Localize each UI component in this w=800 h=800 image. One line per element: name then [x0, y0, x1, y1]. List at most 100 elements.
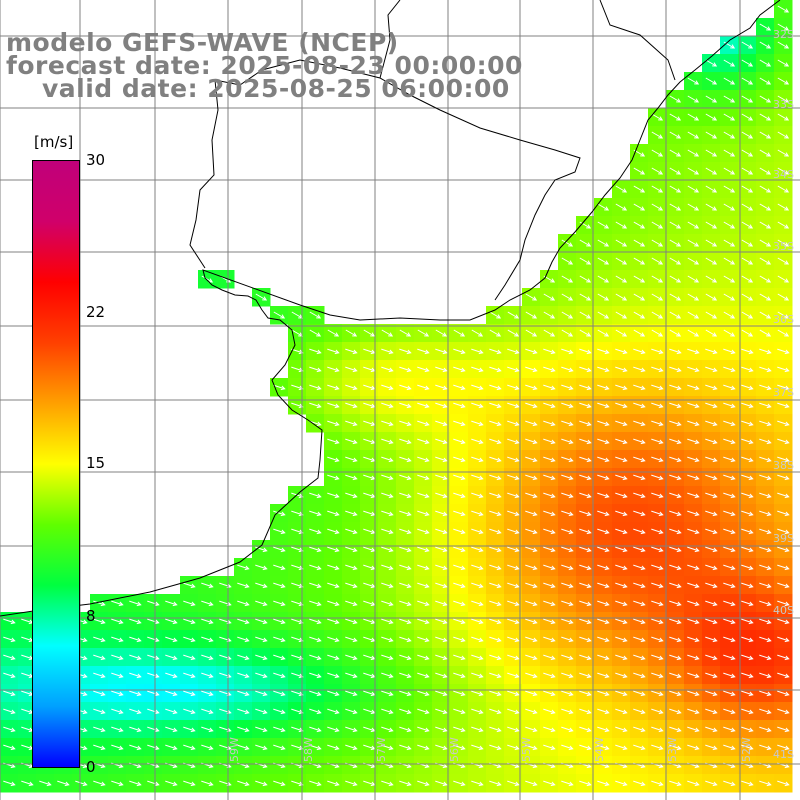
- wind-arrow: [651, 672, 664, 679]
- wind-arrow: [633, 492, 646, 499]
- wind-arrow: [471, 708, 484, 715]
- wind-arrow: [777, 744, 790, 751]
- wind-arrow: [399, 474, 412, 481]
- wind-arrow: [651, 528, 664, 535]
- wind-arrow: [543, 672, 556, 679]
- wind-arrow: [435, 546, 448, 553]
- wind-arrow: [417, 420, 430, 427]
- wind-arrow: [561, 546, 574, 553]
- wind-arrow: [507, 510, 520, 517]
- wind-arrow: [615, 510, 628, 517]
- wind-arrow: [741, 402, 754, 409]
- wind-arrow: [471, 348, 484, 355]
- wind-arrow: [507, 528, 520, 535]
- wind-arrow: [435, 384, 448, 391]
- wind-arrow: [687, 492, 700, 499]
- wind-arrow: [723, 329, 736, 337]
- wind-arrow: [777, 23, 790, 31]
- wind-arrow: [273, 546, 286, 553]
- wind-arrow: [381, 600, 394, 607]
- wind-arrow: [93, 654, 106, 661]
- wind-arrow: [435, 690, 448, 697]
- wind-arrow: [453, 600, 466, 607]
- wind-arrow: [237, 708, 250, 715]
- wind-arrow: [741, 239, 754, 247]
- wind-arrow: [723, 654, 736, 661]
- wind-arrow: [291, 780, 304, 787]
- wind-arrow: [597, 293, 610, 301]
- wind-arrow: [435, 366, 448, 373]
- wind-arrow: [327, 744, 340, 751]
- wind-arrow: [723, 564, 736, 571]
- wind-arrow: [741, 474, 754, 481]
- wind-arrow: [777, 582, 790, 589]
- wind-arrow: [93, 690, 106, 697]
- wind-arrow: [255, 636, 268, 643]
- wind-arrow: [417, 708, 430, 715]
- wind-arrow: [579, 654, 592, 661]
- wind-arrow: [129, 618, 142, 625]
- wind-arrow: [759, 690, 772, 697]
- wind-arrow: [759, 329, 772, 337]
- wind-arrow: [309, 348, 322, 355]
- wind-arrow: [381, 528, 394, 535]
- wind-arrow: [651, 203, 664, 211]
- wind-arrow: [399, 492, 412, 499]
- wind-arrow: [309, 311, 322, 319]
- wind-arrow: [3, 618, 16, 625]
- wind-arrow: [453, 744, 466, 751]
- wind-arrow: [687, 726, 700, 733]
- wind-arrow: [759, 546, 772, 553]
- wind-arrow: [615, 726, 628, 733]
- wind-arrow: [291, 618, 304, 625]
- wind-arrow: [615, 402, 628, 409]
- wind-arrow: [183, 690, 196, 697]
- wind-arrow: [165, 618, 178, 625]
- wind-arrow: [759, 275, 772, 283]
- wind-arrow: [669, 348, 682, 355]
- wind-arrow: [525, 311, 538, 319]
- lat-label: 35S: [773, 240, 794, 253]
- wind-arrow: [759, 726, 772, 733]
- wind-arrow: [597, 726, 610, 733]
- wind-arrow: [615, 744, 628, 751]
- wind-arrow: [471, 744, 484, 751]
- wind-arrow: [435, 708, 448, 715]
- wind-arrow: [525, 438, 538, 445]
- wind-arrow: [687, 275, 700, 283]
- wind-arrow: [669, 257, 682, 265]
- wind-arrow: [399, 636, 412, 643]
- wind-arrow: [165, 726, 178, 733]
- wind-arrow: [633, 546, 646, 553]
- wind-arrow: [633, 348, 646, 355]
- wind-arrow: [381, 780, 394, 787]
- wind-arrow: [669, 510, 682, 517]
- wind-arrow: [165, 780, 178, 787]
- wind-arrow: [507, 546, 520, 553]
- wind-arrow: [741, 672, 754, 679]
- wind-arrow: [399, 582, 412, 589]
- wind-arrow: [741, 654, 754, 661]
- wind-arrow: [309, 402, 322, 409]
- wind-arrow: [435, 744, 448, 751]
- wind-arrow: [777, 438, 790, 445]
- wind-arrow: [111, 780, 124, 787]
- wind-arrow: [615, 348, 628, 355]
- wind-arrow: [723, 167, 736, 175]
- wind-arrow: [543, 438, 556, 445]
- wind-arrow: [651, 257, 664, 265]
- wind-arrow: [777, 474, 790, 481]
- wind-arrow: [651, 708, 664, 715]
- wind-arrow: [759, 41, 772, 49]
- wind-arrow: [561, 474, 574, 481]
- wind-arrow: [291, 654, 304, 661]
- wind-arrow: [525, 456, 538, 463]
- wind-arrow: [669, 708, 682, 715]
- wind-arrow: [255, 546, 268, 553]
- wind-arrow: [543, 474, 556, 481]
- wind-arrow: [417, 366, 430, 373]
- wind-arrow: [777, 546, 790, 553]
- wind-arrow: [615, 275, 628, 283]
- wind-arrow: [327, 600, 340, 607]
